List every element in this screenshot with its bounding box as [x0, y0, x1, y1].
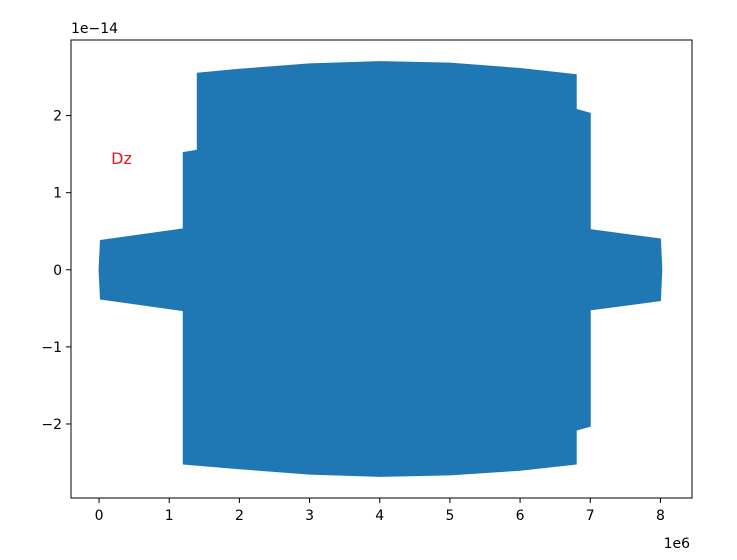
area-series — [98, 61, 663, 477]
x-tick-label: 3 — [305, 508, 314, 524]
x-tick-label: 0 — [95, 508, 104, 524]
x-tick-label: 4 — [375, 508, 384, 524]
y-tick-label: 0 — [53, 263, 62, 279]
y-tick-label: 1 — [53, 186, 62, 202]
y-axis: −2 −1 0 1 2 — [41, 109, 71, 433]
y-offset-label: 1e−14 — [71, 21, 118, 37]
x-tick-label: 6 — [516, 508, 525, 524]
x-offset-label: 1e6 — [664, 536, 691, 552]
x-tick-label: 8 — [656, 508, 665, 524]
annotation-label: Dz — [111, 149, 132, 168]
y-tick-label: −2 — [41, 417, 62, 433]
y-tick-label: 2 — [53, 109, 62, 125]
x-axis: 0 1 2 3 4 5 6 7 8 — [95, 498, 665, 524]
x-tick-label: 1 — [165, 508, 174, 524]
axes-frame — [70, 39, 693, 499]
x-tick-label: 2 — [235, 508, 244, 524]
y-tick-label: −1 — [41, 340, 62, 356]
x-tick-label: 7 — [586, 508, 595, 524]
x-tick-label: 5 — [445, 508, 454, 524]
plot-area — [98, 61, 663, 477]
